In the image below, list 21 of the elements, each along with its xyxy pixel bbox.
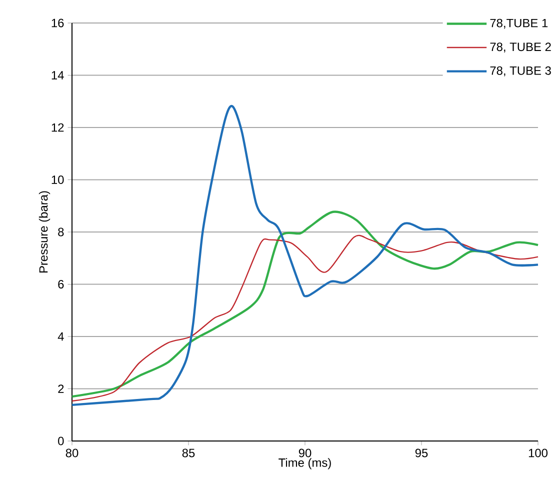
y-tick-label: 16 — [52, 18, 64, 28]
x-tick-label: 95 — [415, 448, 428, 458]
y-tick-label: 8 — [58, 228, 64, 236]
legend-label: 78, TUBE 3 — [490, 66, 551, 76]
x-tick-label: 80 — [66, 448, 78, 458]
line-series — [70, 106, 540, 406]
x-axis-title: Time (ms) — [278, 458, 331, 470]
y-tick-label: 14 — [52, 71, 64, 80]
y-tick-label: 4 — [58, 332, 64, 341]
x-tick-label: 85 — [182, 448, 195, 458]
y-tick-label: 0 — [58, 436, 64, 446]
x-tick-label: 100 — [528, 448, 548, 458]
y-tick-label: 6 — [58, 280, 64, 288]
y-tick-label: 10 — [52, 176, 64, 184]
y-tick-label: 2 — [58, 384, 64, 393]
x-tick-label: 90 — [298, 448, 312, 458]
legend-label: 78, TUBE 2 — [490, 42, 551, 52]
y-tick-label: 12 — [52, 123, 64, 132]
y-axis-title: Pressure (bara) — [38, 191, 50, 273]
legend-label: 78,TUBE 1 — [490, 18, 548, 29]
line-series — [70, 210, 540, 398]
